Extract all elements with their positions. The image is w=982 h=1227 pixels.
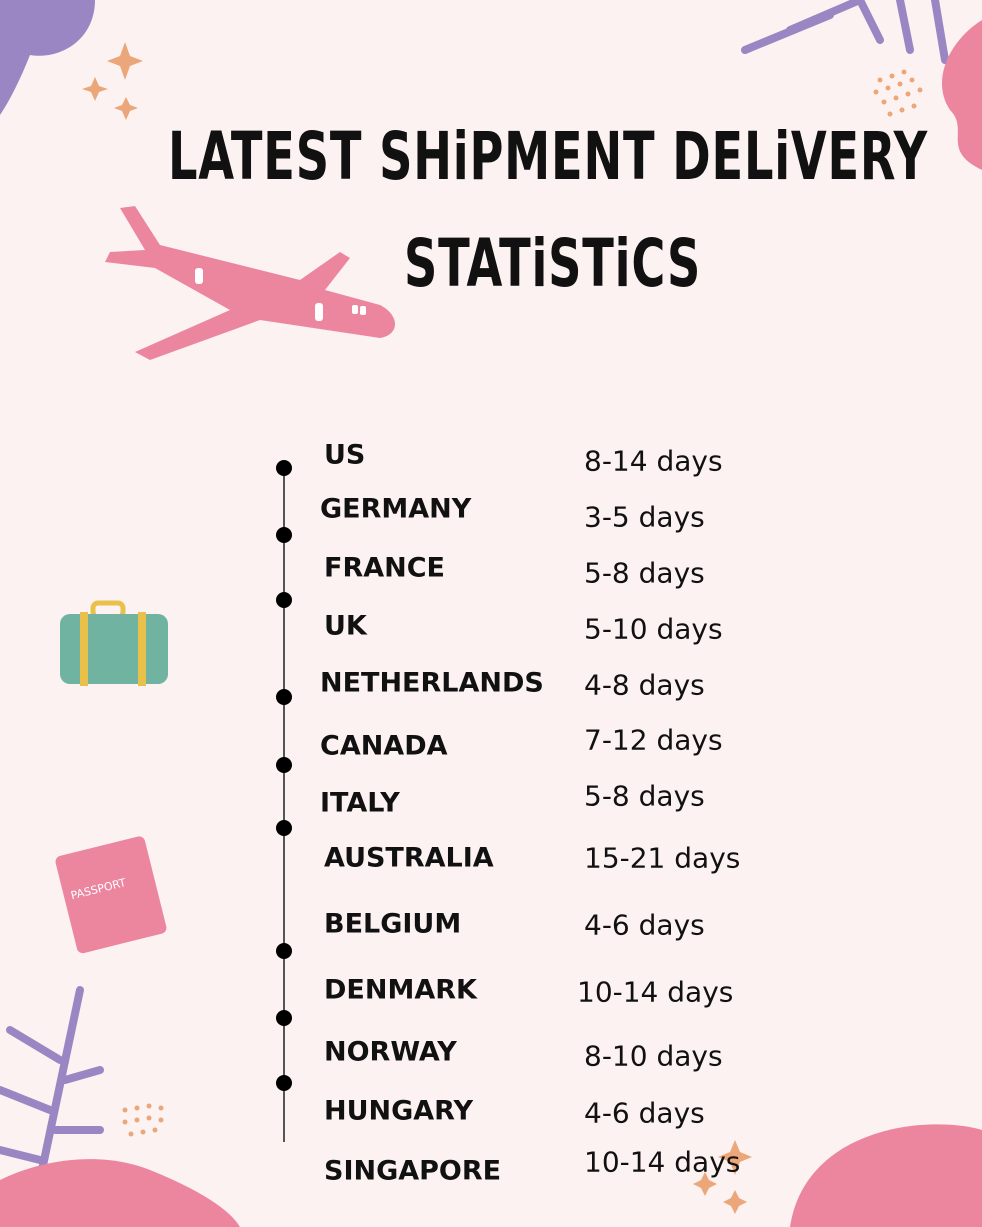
delivery-days: 8-10 days xyxy=(584,1039,723,1073)
delivery-days: 7-12 days xyxy=(584,723,723,757)
country-label: GERMANY xyxy=(320,493,472,525)
suitcase-icon xyxy=(60,600,168,686)
timeline-dot xyxy=(276,820,292,836)
country-label: DENMARK xyxy=(324,974,477,1006)
delivery-days: 15-21 days xyxy=(584,841,741,875)
dots-pattern xyxy=(122,1103,164,1137)
pink-blob-bottom-right xyxy=(790,1124,982,1227)
country-label: UK xyxy=(324,610,367,642)
delivery-days: 4-6 days xyxy=(584,908,705,942)
leaf-icon xyxy=(741,0,949,64)
delivery-days: 10-14 days xyxy=(577,975,734,1009)
timeline-line xyxy=(283,462,285,1142)
passport-icon: PASSPORT xyxy=(55,836,167,954)
pink-blob-top-right xyxy=(941,20,982,170)
country-label: NORWAY xyxy=(324,1036,457,1068)
timeline-dot xyxy=(276,689,292,705)
country-label: CANADA xyxy=(320,730,448,762)
page-title-line2: STATiSTiCS xyxy=(404,225,702,302)
pink-blob-bottom-left xyxy=(0,1159,240,1227)
timeline-dot xyxy=(276,943,292,959)
timeline-dot xyxy=(276,460,292,476)
country-label: HUNGARY xyxy=(324,1095,474,1127)
country-label: US xyxy=(324,439,366,471)
delivery-days: 8-14 days xyxy=(584,444,723,478)
dots-pattern xyxy=(873,69,923,117)
sparkle-icon xyxy=(82,42,143,120)
country-label: FRANCE xyxy=(324,552,445,584)
timeline-dot xyxy=(276,592,292,608)
country-label: BELGIUM xyxy=(324,908,462,940)
delivery-days: 5-10 days xyxy=(584,612,723,646)
timeline-dot xyxy=(276,1075,292,1091)
timeline-dot xyxy=(276,527,292,543)
delivery-days: 3-5 days xyxy=(584,500,705,534)
country-label: SINGAPORE xyxy=(324,1155,502,1187)
airplane-icon xyxy=(105,206,395,360)
country-label: NETHERLANDS xyxy=(320,667,544,699)
timeline-dot xyxy=(276,1010,292,1026)
delivery-days: 10-14 days xyxy=(584,1145,741,1179)
delivery-days: 5-8 days xyxy=(584,556,705,590)
delivery-days: 5-8 days xyxy=(584,779,705,813)
delivery-days: 4-6 days xyxy=(584,1096,705,1130)
page-title: LATEST SHiPMENT DELiVERY xyxy=(168,118,928,195)
country-label: ITALY xyxy=(320,787,400,819)
sparkle-icon xyxy=(693,1140,752,1214)
purple-blob-top-left xyxy=(0,0,95,115)
timeline-dot xyxy=(276,757,292,773)
country-label: AUSTRALIA xyxy=(324,842,494,874)
delivery-days: 4-8 days xyxy=(584,668,705,702)
